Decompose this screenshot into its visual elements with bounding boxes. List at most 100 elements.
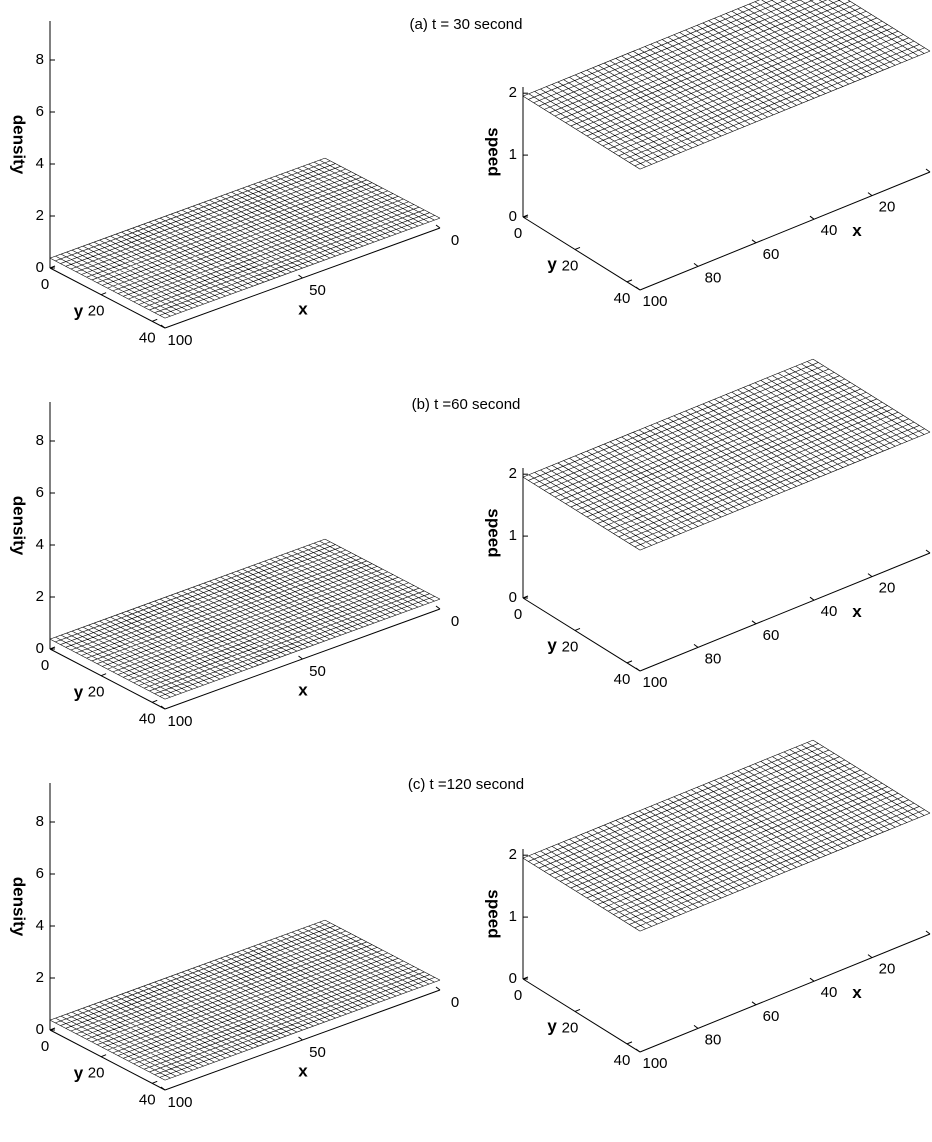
x-tick-label: 80 (705, 1031, 722, 1048)
y-tick-label: 40 (614, 671, 631, 688)
z-tick-label: 4 (36, 917, 44, 934)
x-tick-label: 50 (309, 1044, 326, 1061)
x-tick (926, 931, 930, 934)
y-axis (523, 598, 640, 671)
y-tick-label: 20 (562, 257, 579, 274)
x-tick (926, 169, 930, 172)
y-axis (50, 268, 165, 328)
x-tick-label: 40 (821, 984, 838, 1001)
x-tick-label: 60 (763, 1008, 780, 1025)
z-axis-label: density (10, 115, 29, 175)
x-tick-label: 0 (451, 232, 459, 249)
surface-mesh (50, 539, 440, 699)
x-tick (868, 193, 872, 196)
y-axis (50, 1030, 165, 1090)
x-tick-label: 100 (642, 674, 667, 691)
y-tick-label: 0 (514, 987, 522, 1004)
x-tick (868, 574, 872, 577)
panel-title: (c) t =120 second (408, 776, 524, 793)
y-axis-label: y (547, 254, 557, 273)
y-tick (101, 674, 106, 676)
y-tick-label: 0 (514, 606, 522, 623)
z-axis-label: speed (485, 127, 504, 176)
x-axis-label: x (852, 983, 862, 1002)
x-tick-label: 60 (763, 627, 780, 644)
z-tick-label: 4 (36, 155, 44, 172)
x-tick (752, 240, 756, 243)
x-tick (636, 1049, 640, 1052)
x-tick-label: 100 (167, 713, 192, 730)
panel-title: (a) t = 30 second (410, 16, 523, 33)
y-tick-label: 20 (562, 638, 579, 655)
x-axis (640, 934, 930, 1052)
y-tick (575, 1009, 580, 1011)
z-tick-label: 0 (509, 208, 517, 225)
z-tick-label: 2 (36, 588, 44, 605)
y-tick-label: 0 (41, 1038, 49, 1055)
x-axis-label: x (298, 1061, 308, 1080)
y-tick-label: 20 (562, 1019, 579, 1036)
x-tick (752, 621, 756, 624)
z-axis-label: speed (485, 889, 504, 938)
x-tick (299, 656, 303, 659)
y-tick-label: 0 (41, 276, 49, 293)
x-axis (640, 553, 930, 671)
panel-title: (b) t =60 second (412, 396, 521, 413)
x-tick (752, 1002, 756, 1005)
y-tick (152, 1081, 157, 1083)
y-tick-label: 40 (614, 290, 631, 307)
z-tick-label: 2 (509, 846, 517, 863)
y-axis-label: y (547, 1016, 557, 1035)
y-axis-label: y (74, 1063, 84, 1082)
y-axis-label: y (74, 682, 84, 701)
y-tick-label: 20 (88, 303, 105, 320)
x-axis (640, 172, 930, 290)
x-tick (694, 644, 698, 647)
z-tick-label: 2 (509, 465, 517, 482)
z-tick-label: 1 (509, 527, 517, 544)
x-tick (636, 287, 640, 290)
x-tick (636, 668, 640, 671)
x-tick (299, 275, 303, 278)
x-tick-label: 50 (309, 282, 326, 299)
x-tick-label: 40 (821, 603, 838, 620)
y-tick (575, 247, 580, 249)
z-tick-label: 4 (36, 536, 44, 553)
surface-mesh (50, 920, 440, 1080)
x-tick-label: 100 (167, 332, 192, 349)
z-tick-label: 2 (36, 969, 44, 986)
x-tick (436, 606, 440, 609)
y-tick-label: 40 (139, 710, 156, 727)
y-axis (523, 217, 640, 290)
x-tick (436, 225, 440, 228)
x-tick-label: 100 (167, 1094, 192, 1111)
y-tick-label: 40 (139, 1091, 156, 1108)
y-tick (627, 280, 632, 282)
y-axis-label: y (547, 635, 557, 654)
y-tick (627, 1042, 632, 1044)
z-tick-label: 6 (36, 865, 44, 882)
x-tick-label: 100 (642, 1055, 667, 1072)
y-axis (523, 979, 640, 1052)
y-tick (575, 628, 580, 630)
x-tick (299, 1037, 303, 1040)
y-axis (50, 649, 165, 709)
y-tick (152, 319, 157, 321)
x-tick (694, 263, 698, 266)
z-tick-label: 0 (509, 589, 517, 606)
x-tick (926, 550, 930, 553)
z-tick-label: 1 (509, 146, 517, 163)
x-axis-label: x (298, 299, 308, 318)
x-tick (868, 955, 872, 958)
x-tick-label: 0 (451, 994, 459, 1011)
z-tick-label: 6 (36, 103, 44, 120)
x-tick-label: 80 (705, 269, 722, 286)
y-tick-label: 0 (514, 225, 522, 242)
z-tick-label: 1 (509, 908, 517, 925)
x-tick (810, 216, 814, 219)
x-tick-label: 40 (821, 222, 838, 239)
x-tick (810, 597, 814, 600)
y-tick (627, 661, 632, 663)
z-tick-label: 2 (36, 207, 44, 224)
y-tick-label: 40 (614, 1052, 631, 1069)
